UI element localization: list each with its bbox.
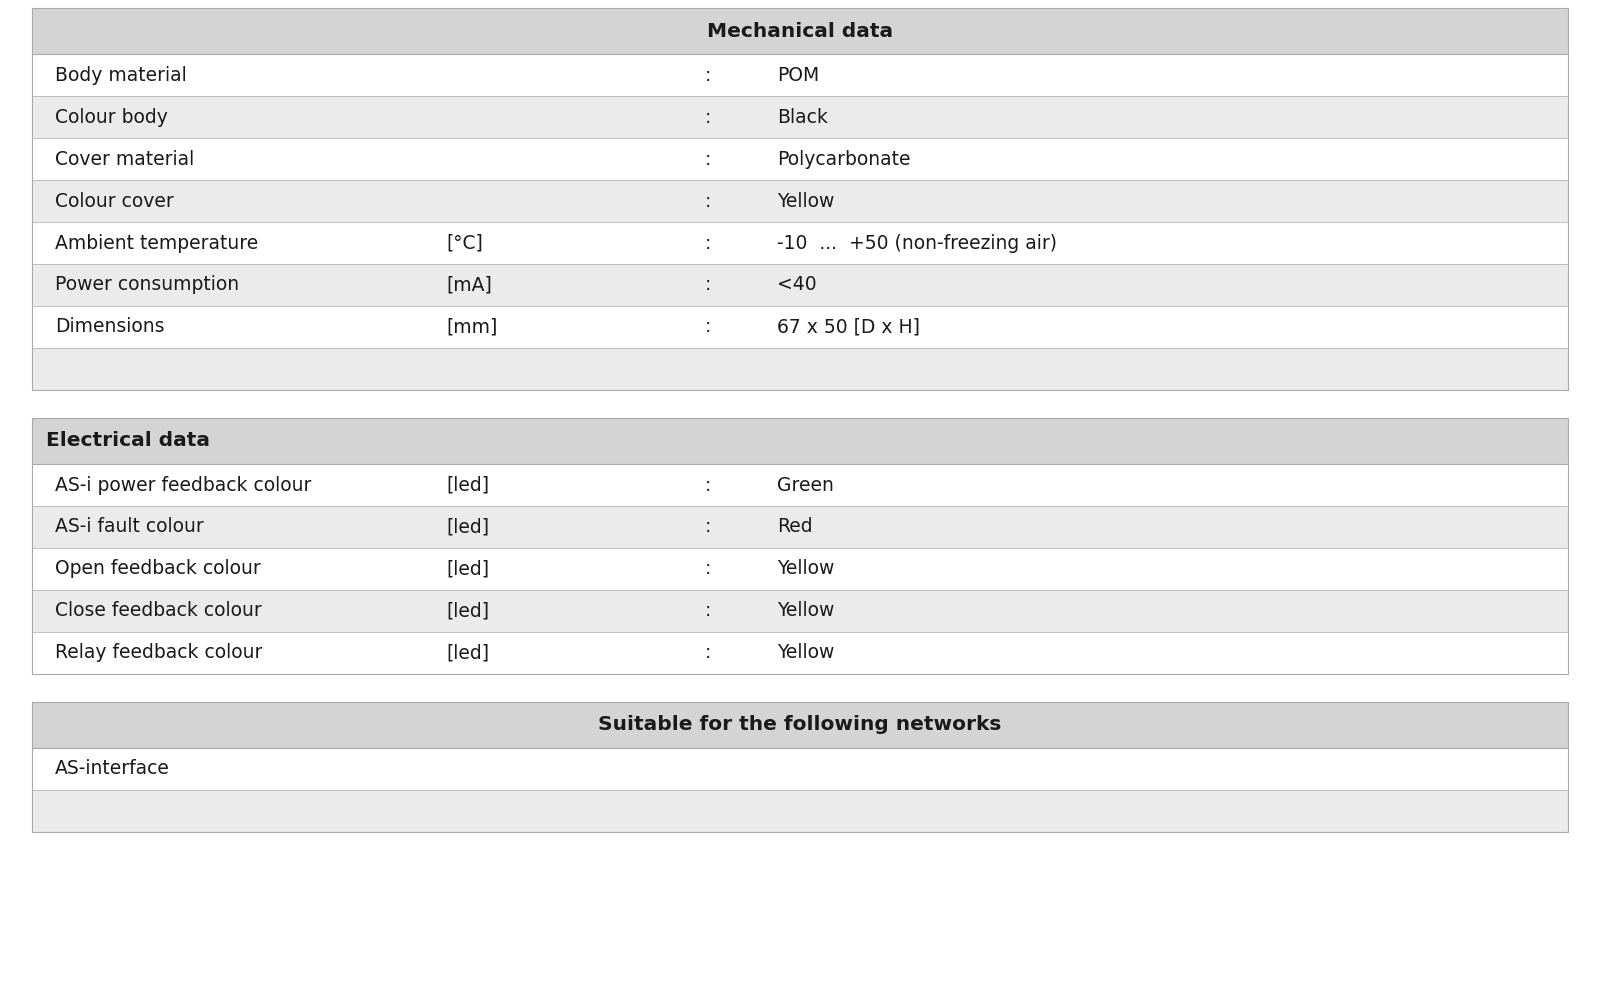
Text: Yellow: Yellow: [778, 560, 834, 578]
Bar: [32, 418, 1568, 674]
Text: [mm]: [mm]: [446, 317, 498, 337]
Text: Black: Black: [778, 107, 827, 127]
Bar: [32, 8, 1568, 390]
Text: <40: <40: [778, 276, 816, 295]
Text: :: :: [704, 276, 710, 295]
Text: :: :: [704, 191, 710, 210]
Text: [led]: [led]: [446, 560, 490, 578]
Text: AS-interface: AS-interface: [54, 759, 170, 779]
Text: [led]: [led]: [446, 475, 490, 495]
Text: :: :: [704, 602, 710, 621]
Text: [°C]: [°C]: [446, 234, 483, 252]
Text: Polycarbonate: Polycarbonate: [778, 149, 910, 169]
Text: :: :: [704, 66, 710, 84]
Text: :: :: [704, 107, 710, 127]
Text: [led]: [led]: [446, 602, 490, 621]
Bar: [32, 702, 1568, 832]
Text: 67 x 50 [D x H]: 67 x 50 [D x H]: [778, 317, 920, 337]
Bar: [32, 264, 1568, 306]
Text: POM: POM: [778, 66, 819, 84]
Text: Green: Green: [778, 475, 834, 495]
Text: Red: Red: [778, 518, 813, 536]
Text: AS-i fault colour: AS-i fault colour: [54, 518, 203, 536]
Bar: [32, 306, 1568, 348]
Text: Mechanical data: Mechanical data: [707, 22, 893, 40]
Bar: [32, 506, 1568, 548]
Bar: [32, 418, 1568, 464]
Text: Suitable for the following networks: Suitable for the following networks: [598, 716, 1002, 735]
Text: Power consumption: Power consumption: [54, 276, 238, 295]
Bar: [32, 790, 1568, 832]
Text: Close feedback colour: Close feedback colour: [54, 602, 262, 621]
Bar: [32, 8, 1568, 54]
Text: Colour cover: Colour cover: [54, 191, 174, 210]
Text: :: :: [704, 317, 710, 337]
Bar: [32, 54, 1568, 96]
Text: :: :: [704, 234, 710, 252]
Text: Dimensions: Dimensions: [54, 317, 165, 337]
Text: Yellow: Yellow: [778, 602, 834, 621]
Bar: [32, 138, 1568, 180]
Text: Electrical data: Electrical data: [46, 431, 210, 451]
Text: [mA]: [mA]: [446, 276, 493, 295]
Bar: [32, 222, 1568, 264]
Text: :: :: [704, 149, 710, 169]
Text: Body material: Body material: [54, 66, 187, 84]
Text: :: :: [704, 518, 710, 536]
Text: [led]: [led]: [446, 518, 490, 536]
Text: AS-i power feedback colour: AS-i power feedback colour: [54, 475, 312, 495]
Text: Ambient temperature: Ambient temperature: [54, 234, 258, 252]
Text: Relay feedback colour: Relay feedback colour: [54, 643, 262, 663]
Bar: [32, 96, 1568, 138]
Text: -10  ...  +50 (non-freezing air): -10 ... +50 (non-freezing air): [778, 234, 1058, 252]
Text: Colour body: Colour body: [54, 107, 168, 127]
Text: Cover material: Cover material: [54, 149, 194, 169]
Bar: [32, 590, 1568, 632]
Text: Yellow: Yellow: [778, 643, 834, 663]
Bar: [32, 348, 1568, 390]
Bar: [32, 548, 1568, 590]
Text: Open feedback colour: Open feedback colour: [54, 560, 261, 578]
Text: :: :: [704, 475, 710, 495]
Text: Yellow: Yellow: [778, 191, 834, 210]
Bar: [32, 702, 1568, 748]
Text: :: :: [704, 560, 710, 578]
Text: :: :: [704, 643, 710, 663]
Bar: [32, 632, 1568, 674]
Bar: [32, 180, 1568, 222]
Text: [led]: [led]: [446, 643, 490, 663]
Bar: [32, 748, 1568, 790]
Bar: [32, 464, 1568, 506]
